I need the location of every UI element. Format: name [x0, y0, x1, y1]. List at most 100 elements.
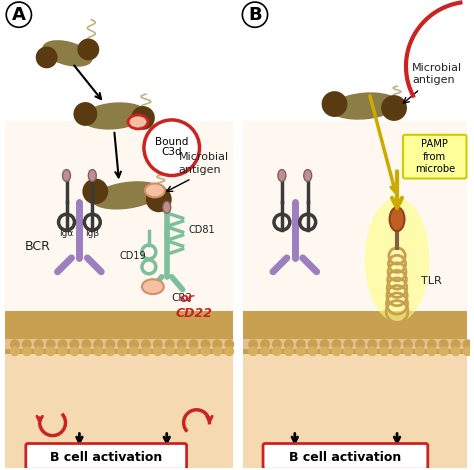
Text: Igβ: Igβ	[85, 229, 100, 238]
Ellipse shape	[82, 102, 147, 130]
Circle shape	[34, 339, 44, 349]
Circle shape	[284, 339, 294, 349]
Circle shape	[272, 346, 282, 356]
Ellipse shape	[42, 40, 92, 67]
Circle shape	[177, 346, 187, 356]
Text: Microbial
antigen: Microbial antigen	[412, 63, 462, 85]
Circle shape	[212, 346, 222, 356]
Circle shape	[308, 346, 318, 356]
Circle shape	[344, 339, 353, 349]
Ellipse shape	[304, 170, 312, 181]
Circle shape	[10, 346, 20, 356]
Circle shape	[129, 346, 139, 356]
Bar	[5, 312, 233, 354]
Circle shape	[34, 346, 44, 356]
Ellipse shape	[142, 279, 164, 294]
Circle shape	[10, 339, 20, 349]
Circle shape	[439, 339, 449, 349]
Circle shape	[427, 346, 437, 356]
Ellipse shape	[163, 201, 171, 213]
Circle shape	[82, 179, 108, 204]
Circle shape	[129, 339, 139, 349]
Ellipse shape	[145, 183, 165, 197]
Circle shape	[93, 346, 103, 356]
Circle shape	[22, 339, 32, 349]
Circle shape	[141, 339, 151, 349]
Circle shape	[391, 346, 401, 356]
Circle shape	[212, 339, 222, 349]
Circle shape	[321, 91, 347, 117]
Circle shape	[77, 39, 99, 60]
Ellipse shape	[128, 115, 148, 129]
Circle shape	[356, 339, 365, 349]
Circle shape	[165, 339, 175, 349]
Circle shape	[70, 339, 80, 349]
Bar	[243, 121, 466, 312]
Text: TLR: TLR	[421, 276, 442, 286]
Circle shape	[381, 95, 407, 121]
Circle shape	[248, 339, 258, 349]
Circle shape	[153, 339, 163, 349]
Circle shape	[319, 346, 329, 356]
Text: B cell activation: B cell activation	[289, 451, 401, 464]
Circle shape	[248, 346, 258, 356]
Text: CD19: CD19	[120, 251, 146, 261]
Circle shape	[260, 346, 270, 356]
Ellipse shape	[88, 170, 96, 181]
Circle shape	[117, 346, 127, 356]
Text: B: B	[248, 6, 262, 24]
Circle shape	[296, 339, 306, 349]
Circle shape	[22, 346, 32, 356]
Circle shape	[82, 346, 91, 356]
Bar	[5, 349, 233, 468]
Circle shape	[319, 339, 329, 349]
Circle shape	[463, 339, 473, 349]
Text: or: or	[179, 291, 194, 305]
Circle shape	[260, 339, 270, 349]
Bar	[243, 339, 466, 349]
Circle shape	[153, 346, 163, 356]
Circle shape	[177, 339, 187, 349]
Ellipse shape	[278, 170, 286, 181]
Circle shape	[201, 346, 210, 356]
Circle shape	[46, 339, 55, 349]
Text: B cell activation: B cell activation	[50, 451, 162, 464]
Circle shape	[57, 346, 67, 356]
Text: Igα: Igα	[59, 229, 73, 238]
Circle shape	[308, 339, 318, 349]
Circle shape	[451, 346, 461, 356]
Circle shape	[131, 106, 155, 130]
Circle shape	[451, 339, 461, 349]
Circle shape	[272, 339, 282, 349]
Ellipse shape	[365, 198, 429, 322]
Circle shape	[36, 47, 57, 68]
Circle shape	[344, 346, 353, 356]
Circle shape	[141, 346, 151, 356]
Text: A: A	[12, 6, 26, 24]
Circle shape	[403, 346, 413, 356]
Circle shape	[415, 346, 425, 356]
Text: PAMP
from
microbe: PAMP from microbe	[415, 139, 455, 174]
Circle shape	[70, 346, 80, 356]
Circle shape	[284, 346, 294, 356]
FancyBboxPatch shape	[263, 444, 428, 470]
Bar	[5, 121, 233, 312]
Ellipse shape	[91, 181, 163, 210]
Circle shape	[146, 187, 172, 212]
Text: CD81: CD81	[189, 225, 215, 235]
Circle shape	[403, 339, 413, 349]
Circle shape	[356, 346, 365, 356]
Circle shape	[57, 339, 67, 349]
Circle shape	[379, 339, 389, 349]
Circle shape	[439, 346, 449, 356]
Circle shape	[427, 339, 437, 349]
Circle shape	[105, 339, 115, 349]
Circle shape	[367, 339, 377, 349]
Text: CR2: CR2	[172, 293, 193, 303]
Circle shape	[201, 339, 210, 349]
Circle shape	[165, 346, 175, 356]
Ellipse shape	[63, 170, 71, 181]
Circle shape	[189, 339, 199, 349]
Text: Microbial
antigen: Microbial antigen	[179, 152, 229, 174]
FancyBboxPatch shape	[403, 135, 466, 179]
